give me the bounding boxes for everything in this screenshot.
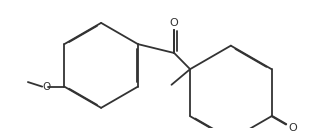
Text: O: O bbox=[42, 82, 50, 92]
Text: O: O bbox=[288, 123, 297, 133]
Text: O: O bbox=[170, 18, 179, 28]
